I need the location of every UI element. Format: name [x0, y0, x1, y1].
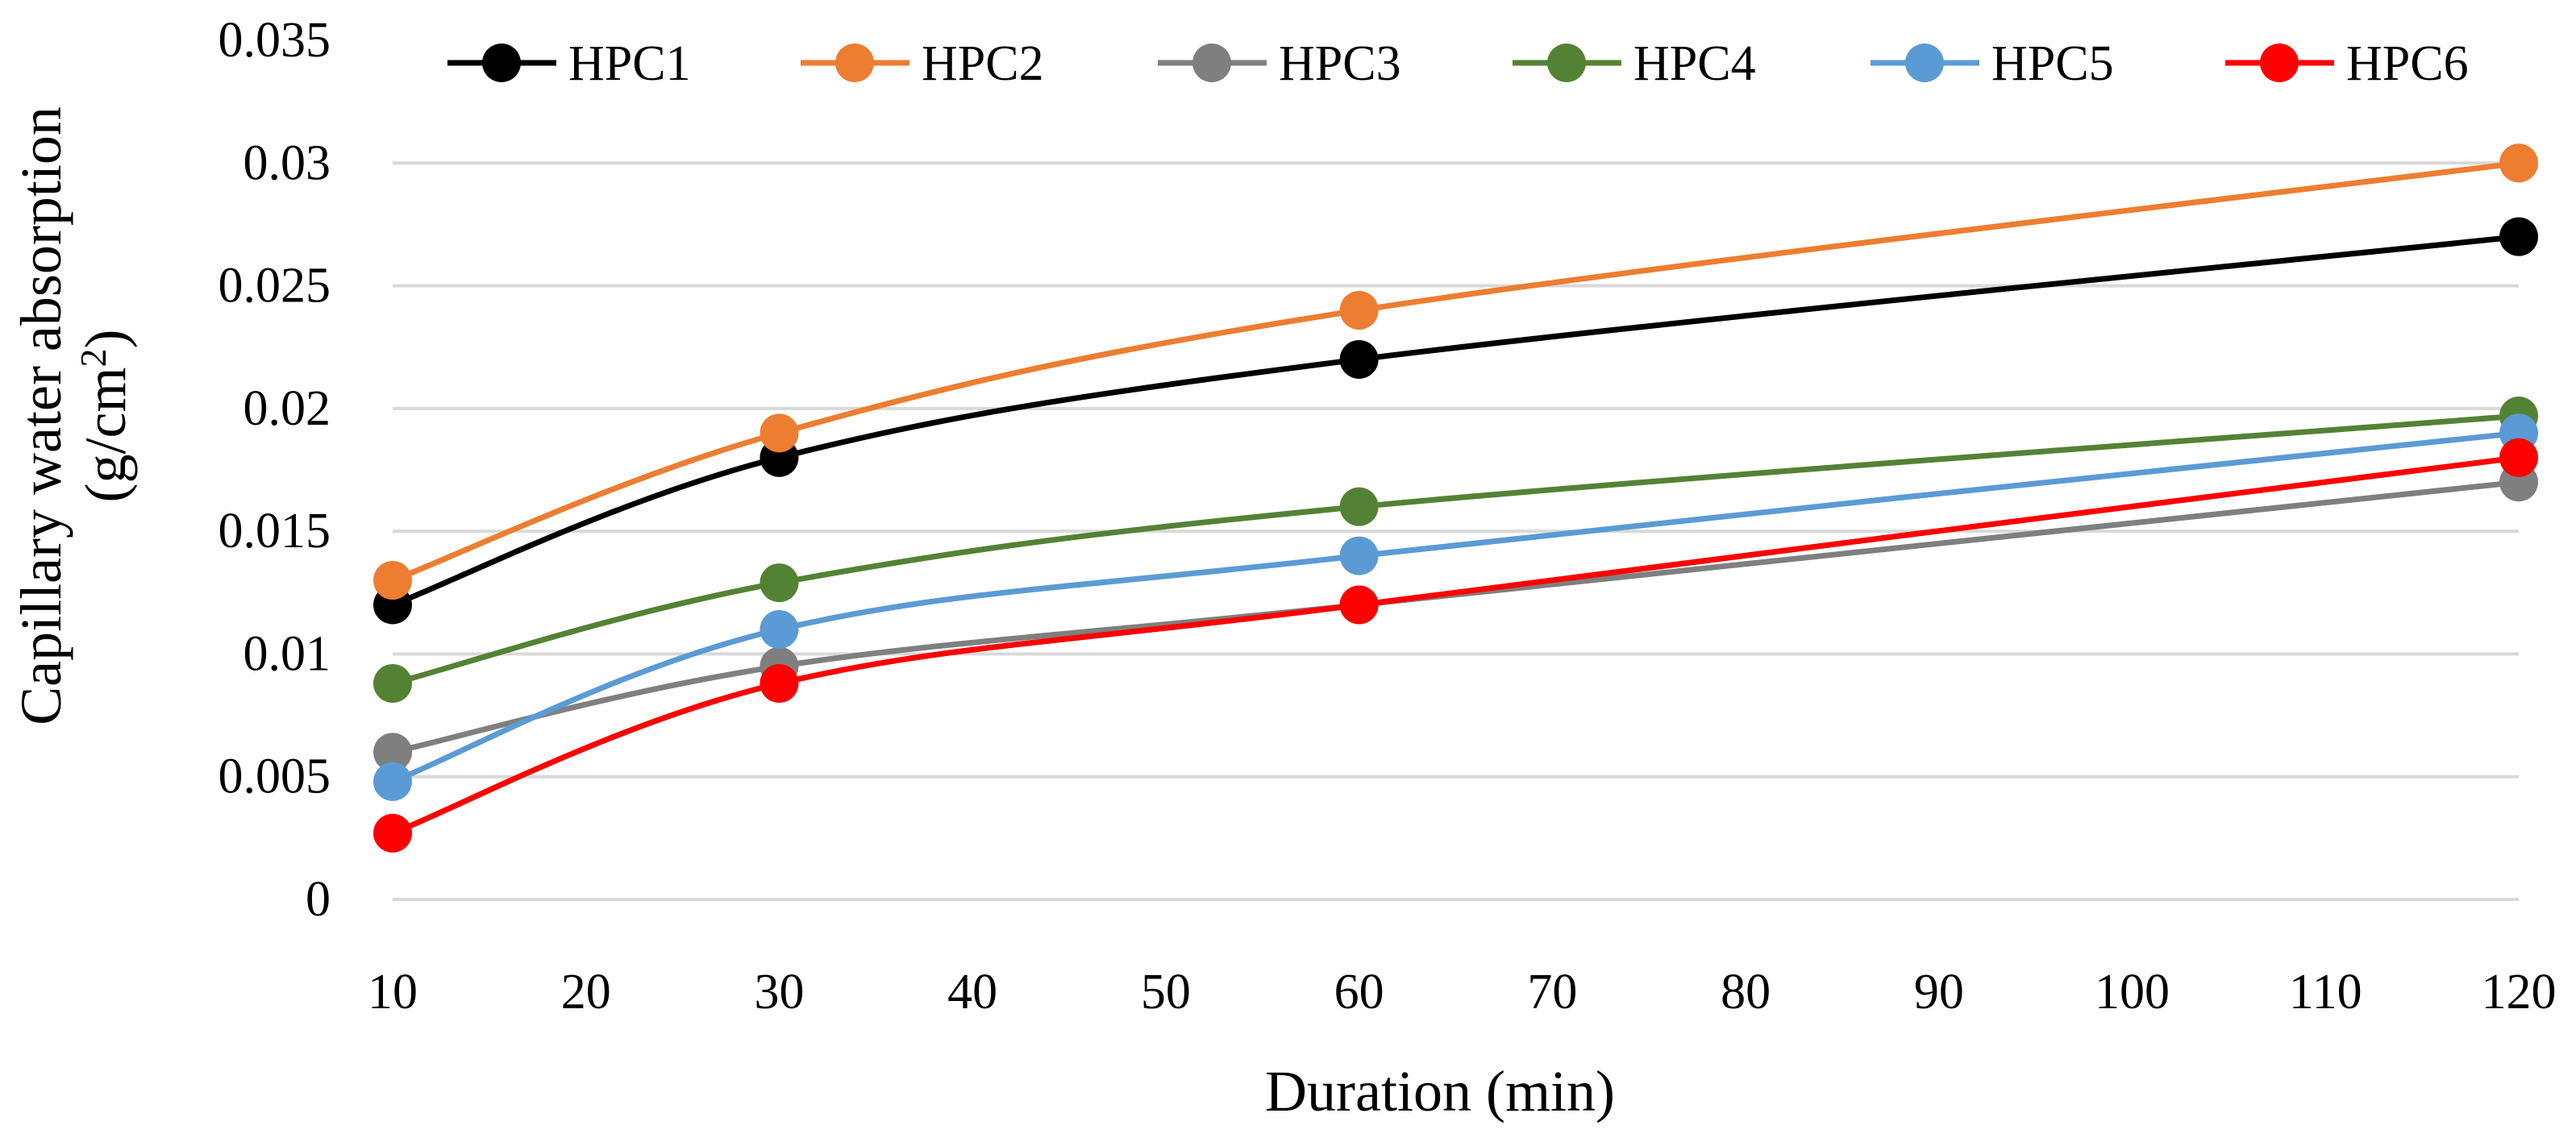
data-point-hpc2-60 [1339, 291, 1379, 330]
series-hpc3 [373, 463, 2538, 772]
legend-marker-hpc1 [482, 44, 521, 82]
legend-item-hpc5: HPC5 [1871, 36, 2114, 91]
x-tick-label-5: 60 [1334, 965, 1384, 1020]
y-tick-label-3: 0.015 [218, 504, 331, 559]
legend-item-hpc6: HPC6 [2225, 36, 2469, 91]
x-axis-title: Duration (min) [1265, 1059, 1615, 1123]
legend-label-hpc3: HPC3 [1279, 36, 1401, 91]
y-axis-title-unit: (g/cm [73, 368, 138, 503]
data-point-hpc6-120 [2499, 438, 2538, 477]
legend-item-hpc1: HPC1 [447, 36, 691, 91]
series-hpc5 [373, 413, 2538, 801]
data-point-hpc2-30 [759, 413, 799, 453]
series-hpc2 [373, 143, 2538, 600]
x-tick-label-3: 40 [947, 965, 997, 1020]
y-tick-label-0: 0 [306, 872, 331, 927]
legend-label-hpc1: HPC1 [568, 36, 691, 91]
y-tick-label-2: 0.01 [243, 626, 331, 681]
data-point-hpc1-60 [1339, 339, 1379, 379]
series-line-hpc2 [389, 160, 2522, 584]
legend: HPC1 HPC2 HPC3 HPC4 HPC5 HPC6 [447, 36, 2469, 91]
data-point-hpc2-120 [2499, 143, 2538, 183]
x-tick-label-2: 30 [754, 965, 804, 1020]
legend-marker-hpc4 [1547, 44, 1586, 82]
data-point-hpc1-120 [2499, 217, 2538, 256]
x-tick-label-6: 70 [1527, 965, 1577, 1020]
data-point-hpc3-10 [373, 733, 412, 772]
series-lines [373, 143, 2538, 853]
legend-marker-hpc5 [1905, 44, 1944, 82]
data-point-hpc4-30 [759, 563, 799, 603]
data-point-hpc6-30 [759, 663, 799, 703]
data-point-hpc2-10 [373, 561, 412, 600]
data-point-hpc4-10 [373, 663, 412, 703]
y-axis-title-line2: (g/cm2) [73, 330, 138, 503]
series-line-hpc6 [389, 455, 2522, 837]
legend-marker-hpc6 [2260, 44, 2299, 82]
data-point-hpc5-30 [759, 609, 799, 649]
y-tick-label-4: 0.02 [243, 381, 331, 436]
legend-marker-hpc2 [835, 44, 874, 82]
y-tick-label-6: 0.03 [243, 135, 331, 190]
y-tick-label-7: 0.035 [218, 13, 331, 68]
x-tick-label-10: 110 [2289, 965, 2362, 1020]
legend-label-hpc6: HPC6 [2346, 36, 2469, 91]
x-tick-label-11: 120 [2482, 965, 2557, 1020]
y-tick-label-1: 0.005 [218, 750, 331, 804]
y-axis-ticks: 0 0.005 0.01 0.015 0.02 0.025 0.03 0.035 [218, 13, 331, 927]
legend-item-hpc3: HPC3 [1158, 36, 1401, 91]
gridlines [393, 161, 2519, 901]
y-tick-label-5: 0.025 [218, 259, 331, 314]
series-line-hpc4 [389, 413, 2522, 687]
y-axis-title-superscript: 2 [73, 349, 114, 368]
data-point-hpc6-10 [373, 813, 412, 853]
legend-label-hpc2: HPC2 [922, 36, 1044, 91]
data-point-hpc4-60 [1339, 487, 1379, 526]
y-axis-title-line1: Capillary water absorption [9, 106, 73, 725]
x-tick-label-8: 90 [1914, 965, 1964, 1020]
x-tick-label-0: 10 [368, 965, 418, 1020]
x-tick-label-4: 50 [1141, 965, 1191, 1020]
series-hpc6 [373, 438, 2538, 853]
x-tick-label-9: 100 [2095, 965, 2170, 1020]
data-point-hpc6-60 [1339, 585, 1379, 625]
y-axis-title-close: ) [73, 330, 138, 349]
data-point-hpc5-10 [373, 762, 412, 801]
legend-label-hpc5: HPC5 [1991, 36, 2114, 91]
series-hpc1 [373, 217, 2538, 625]
x-axis-ticks: 10 20 30 40 50 60 70 80 90 100 110 120 [368, 965, 2557, 1020]
x-tick-label-7: 80 [1721, 965, 1771, 1020]
x-tick-label-1: 20 [561, 965, 611, 1020]
series-line-hpc3 [389, 479, 2522, 755]
legend-label-hpc4: HPC4 [1633, 36, 1756, 91]
legend-item-hpc4: HPC4 [1513, 36, 1756, 91]
legend-marker-hpc3 [1192, 44, 1231, 82]
legend-item-hpc2: HPC2 [801, 36, 1044, 91]
data-point-hpc5-60 [1339, 536, 1379, 575]
series-line-hpc1 [389, 234, 2522, 608]
series-line-hpc5 [389, 430, 2522, 785]
series-hpc4 [373, 396, 2538, 703]
